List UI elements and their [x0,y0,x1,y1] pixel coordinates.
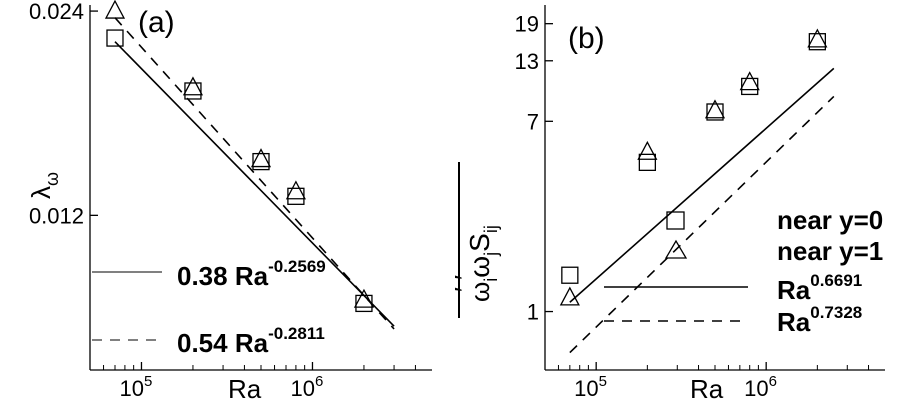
legend-a-dashed-base: Ra [235,328,269,358]
point-a-triangle-0 [104,0,126,19]
legend-a-solid-coef: 0.38 [177,261,228,291]
point-b-triangle-4 [807,28,828,48]
panel-label-a: (a) [138,6,175,39]
y-tick-label-b-0: 1 [527,300,539,325]
fit-line-a-dashed [114,17,395,330]
fit-line-b-dashed [569,95,835,354]
point-a-square-4 [355,294,373,313]
legend-b-triangle-label: near y=1 [777,236,883,266]
point-b-square-1 [638,153,657,172]
svg-text:λω: λω [26,172,62,199]
y-tick-label-b-3: 19 [515,12,539,37]
legend-a-solid-base: Ra [235,261,269,291]
x-tick-label-a-0: 105 [119,373,152,401]
point-a-triangle-4 [353,288,375,308]
y-axis-label-a: λω [26,172,62,199]
x-tick-label-a-1: 106 [290,373,323,401]
legend-b-solid-label: Ra0.6691 [777,271,862,305]
x-axis-label-a: Ra [228,374,262,404]
y-axis-label-b-primes: ′ ′ [449,275,479,292]
legend-a-solid-exp: -0.2569 [268,257,326,276]
y-axis-label-b: ωiωjSij ′ ′ [449,162,501,318]
data-points-a [104,0,375,313]
point-b-square-0 [561,266,579,284]
y-axis-label-b-omega1: ω [465,282,495,302]
point-a-square-1 [184,82,202,100]
point-a-triangle-2 [250,148,272,168]
legend-b-solid-base: Ra [777,275,811,305]
x-axis-label-b: Ra [690,374,724,404]
legend-b-dashed-exp: 0.7328 [810,303,862,322]
fit-lines-a [114,17,395,330]
point-b-square-3 [741,77,759,96]
panel-b: (b) 105 106 1 7 13 19 Ra ωiωjSij ′ ′ near y=0… [449,5,885,404]
y-tick-label-b-2: 13 [515,49,539,74]
x-tick-label-b-1: 106 [744,373,777,401]
panel-label-b: (b) [568,22,605,55]
point-b-square-2 [706,103,724,121]
legend-a-dashed-coef: 0.54 [177,328,228,358]
data-points-b [559,28,828,306]
point-a-square-2 [252,152,270,171]
point-a-triangle-1 [182,76,204,96]
legend-a-dashed-exp: -0.2811 [268,324,325,343]
y-axis-label-b-omega2: ω [464,256,495,278]
fit-line-a-solid [114,41,395,327]
legend-b-solid-exp: 0.6691 [810,271,862,290]
legend-b-dashed-base: Ra [777,307,811,337]
point-a-square-0 [106,29,124,47]
svg-text:ωiωjSij: ωiωjSij [464,225,501,302]
fit-lines-b [569,67,835,354]
legend-a-dashed-label: 0.54 Ra-0.2811 [177,324,325,358]
x-tick-label-b-0: 105 [574,373,607,401]
y-tick-label-a-1: 0.012 [29,203,84,228]
axis-ticks-b: 105 106 1 7 13 19 [515,12,870,401]
point-a-triangle-3 [285,180,306,200]
fit-line-b-solid [569,67,835,303]
point-b-square-4 [808,33,827,51]
legend-b-square-marker [666,211,685,230]
legend-b-triangle-marker [664,239,688,259]
point-b-triangle-1 [637,140,658,160]
legend-b-dashed-label: Ra0.7328 [777,303,862,337]
point-b-triangle-0 [559,286,580,306]
y-tick-label-b-1: 7 [527,109,539,134]
y-axis-label-a-main: λ [26,186,56,199]
y-tick-label-a-0: 0.024 [29,0,84,24]
legend-a-solid-label: 0.38 Ra-0.2569 [177,257,326,291]
point-b-triangle-2 [704,99,726,119]
y-axis-label-a-sub: ω [42,172,62,186]
point-a-square-3 [287,187,305,205]
legend-b-square-label: near y=0 [777,205,883,235]
point-b-triangle-3 [739,71,760,91]
axis-ticks-a: 105 106 0.024 0.012 [29,0,416,401]
